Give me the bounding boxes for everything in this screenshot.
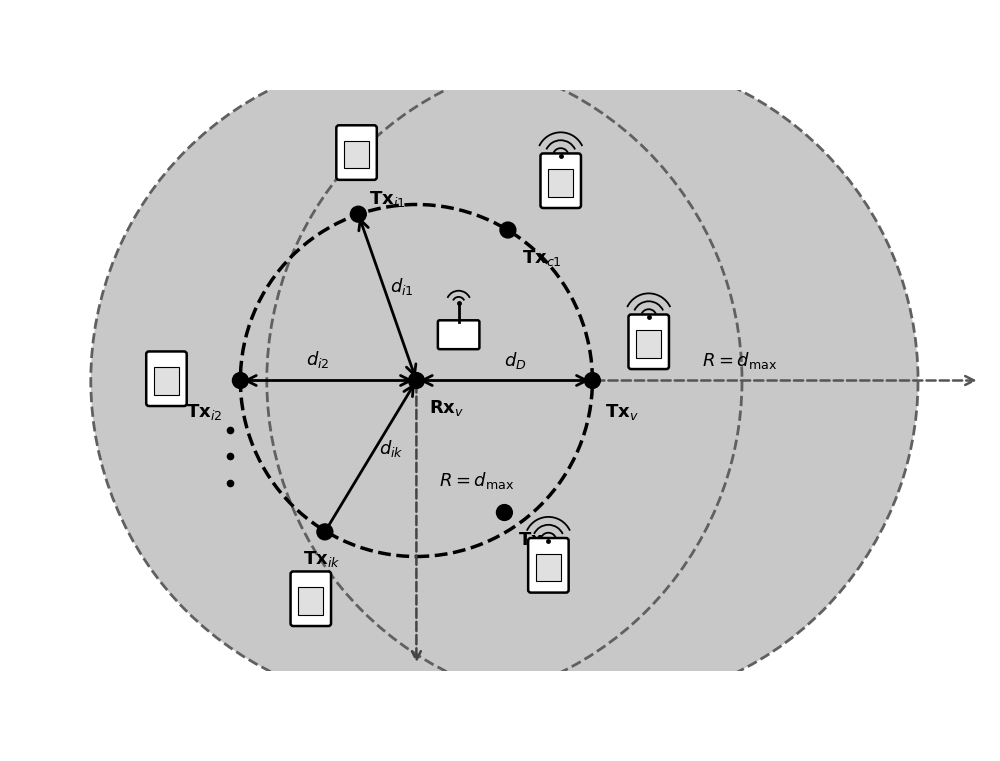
FancyBboxPatch shape [628,314,669,369]
FancyBboxPatch shape [146,352,187,406]
Bar [298,587,323,615]
FancyArrowPatch shape [422,375,587,386]
FancyBboxPatch shape [336,126,377,180]
Bar [548,170,573,196]
Circle shape [317,524,333,540]
FancyArrowPatch shape [595,376,974,385]
FancyArrowPatch shape [326,386,413,530]
Text: $\mathbf{Tx}_{i1}$: $\mathbf{Tx}_{i1}$ [369,189,405,209]
Text: $\mathbf{Tx}_v$: $\mathbf{Tx}_v$ [605,402,638,422]
Bar [344,142,369,168]
Circle shape [500,222,516,238]
Text: $R = d_{\mathrm{max}}$: $R = d_{\mathrm{max}}$ [702,350,777,371]
Text: $\mathbf{Tx}_{c2}$: $\mathbf{Tx}_{c2}$ [518,530,558,550]
Bar [536,554,561,581]
Text: $d_{i1}$: $d_{i1}$ [390,276,414,298]
FancyArrowPatch shape [359,220,416,375]
FancyBboxPatch shape [438,320,479,349]
Bar [636,330,661,358]
Text: $\mathbf{Rx}_v$: $\mathbf{Rx}_v$ [429,398,464,418]
Text: $\mathbf{Tx}_{c1}$: $\mathbf{Tx}_{c1}$ [522,247,562,268]
FancyBboxPatch shape [528,538,569,593]
Bar [154,368,179,394]
Circle shape [408,373,424,388]
Text: $\mathbf{Tx}_{ik}$: $\mathbf{Tx}_{ik}$ [303,549,340,569]
FancyArrowPatch shape [246,375,411,386]
Circle shape [584,373,600,388]
FancyBboxPatch shape [540,154,581,208]
Circle shape [232,373,248,388]
Polygon shape [91,55,918,706]
Circle shape [350,206,366,222]
FancyArrowPatch shape [412,384,421,660]
Text: $d_D$: $d_D$ [504,350,527,371]
Text: $d_{ik}$: $d_{ik}$ [379,438,404,460]
Text: $d_{i2}$: $d_{i2}$ [306,349,330,370]
Circle shape [496,505,512,521]
Text: $R = d_{\mathrm{max}}$: $R = d_{\mathrm{max}}$ [439,470,514,491]
Text: $\mathbf{Tx}_{i2}$: $\mathbf{Tx}_{i2}$ [186,402,223,422]
FancyBboxPatch shape [291,572,331,626]
